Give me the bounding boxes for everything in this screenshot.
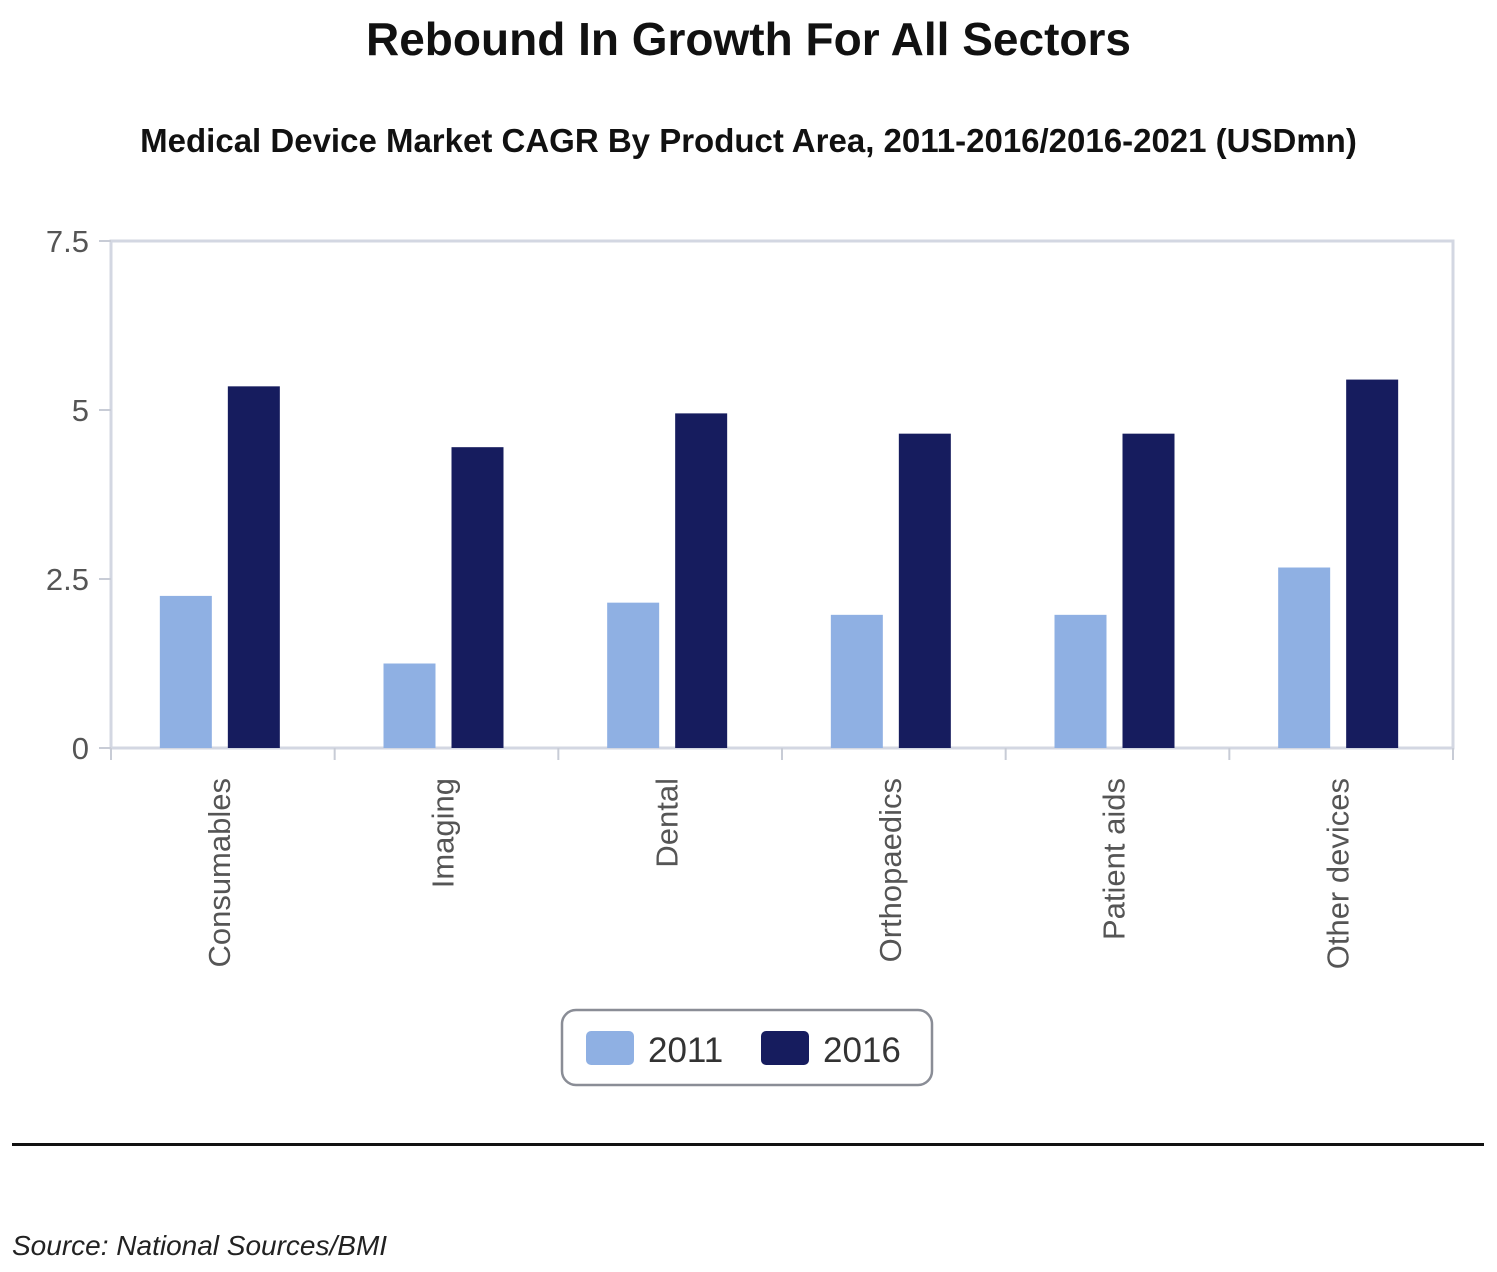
chart-subtitle: Medical Device Market CAGR By Product Ar…	[140, 122, 1357, 159]
bar-2011-orthopaedics	[830, 614, 883, 748]
chart-title: Rebound In Growth For All Sectors	[366, 13, 1131, 65]
x-category-label: Other devices	[1320, 778, 1355, 969]
bar-2016-other-devices	[1346, 379, 1399, 748]
legend-label-2016: 2016	[823, 1031, 901, 1070]
bar-chart: 0 2.5 5 7.5 Consumables Imaging Dental Orthopae…	[46, 224, 1455, 1087]
x-category-label: Dental	[649, 778, 684, 868]
bar-2016-consumables	[227, 386, 280, 748]
legend-label-2011: 2011	[648, 1031, 723, 1070]
bar-2016-imaging	[451, 447, 504, 748]
y-tick-label: 2.5	[46, 562, 89, 597]
y-tick-label: 5	[72, 393, 89, 428]
bar-2016-patient-aids	[1122, 433, 1175, 748]
bar-2011-consumables	[159, 595, 212, 748]
x-category-label: Patient aids	[1097, 778, 1132, 940]
bar-2011-other-devices	[1278, 567, 1331, 748]
x-category-label: Orthopaedics	[873, 778, 908, 962]
bar-2016-dental	[675, 413, 728, 748]
legend-swatch-2016	[761, 1031, 809, 1065]
y-tick-label: 0	[72, 731, 89, 766]
x-category-label: Consumables	[202, 778, 237, 968]
bar-2016-orthopaedics	[898, 433, 951, 748]
x-category-label: Imaging	[426, 778, 461, 888]
legend-box	[560, 1008, 934, 1087]
divider-line	[12, 1143, 1484, 1146]
y-tick-label: 7.5	[46, 224, 89, 259]
plot-frame	[109, 239, 1455, 750]
bar-2011-patient-aids	[1054, 614, 1107, 748]
source-note: Source: National Sources/BMI	[12, 1230, 388, 1261]
bar-2011-dental	[607, 602, 660, 748]
bar-2011-imaging	[383, 663, 436, 748]
legend-swatch-2011	[586, 1031, 634, 1065]
